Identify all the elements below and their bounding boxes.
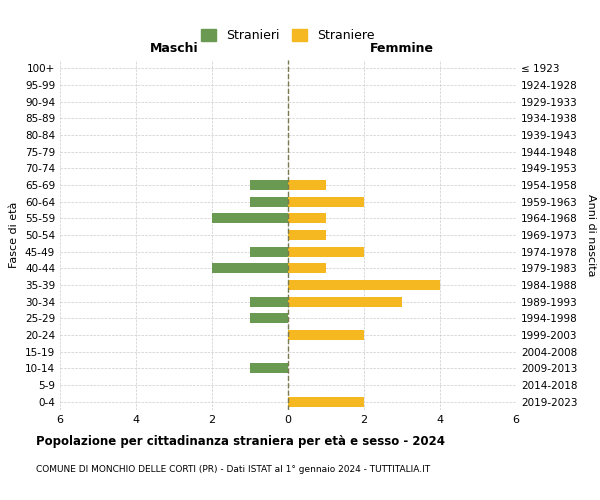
Bar <box>250 314 288 324</box>
Bar <box>288 180 326 190</box>
Bar <box>288 330 364 340</box>
Text: Popolazione per cittadinanza straniera per età e sesso - 2024: Popolazione per cittadinanza straniera p… <box>36 435 445 448</box>
Bar <box>212 214 288 224</box>
Bar <box>288 296 402 306</box>
Bar <box>250 246 288 256</box>
Text: Maschi: Maschi <box>149 42 199 55</box>
Bar <box>250 180 288 190</box>
Bar <box>250 296 288 306</box>
Y-axis label: Fasce di età: Fasce di età <box>10 202 19 268</box>
Text: COMUNE DI MONCHIO DELLE CORTI (PR) - Dati ISTAT al 1° gennaio 2024 - TUTTITALIA.: COMUNE DI MONCHIO DELLE CORTI (PR) - Dat… <box>36 465 430 474</box>
Bar <box>288 196 364 206</box>
Y-axis label: Anni di nascita: Anni di nascita <box>586 194 596 276</box>
Bar <box>288 396 364 406</box>
Bar <box>250 196 288 206</box>
Bar <box>288 246 364 256</box>
Bar <box>288 280 440 290</box>
Bar <box>288 214 326 224</box>
Legend: Stranieri, Straniere: Stranieri, Straniere <box>196 24 380 48</box>
Bar <box>288 264 326 274</box>
Bar <box>212 264 288 274</box>
Bar <box>288 230 326 240</box>
Bar <box>250 364 288 374</box>
Text: Femmine: Femmine <box>370 42 434 55</box>
